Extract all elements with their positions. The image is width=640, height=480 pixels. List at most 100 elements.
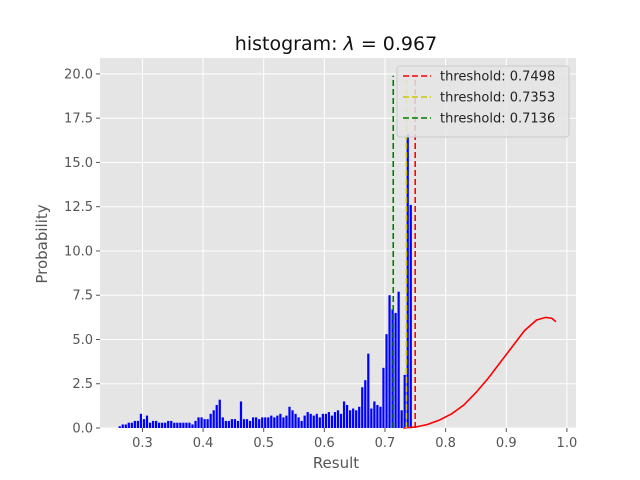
histogram-bar: [148, 422, 152, 428]
histogram-bar: [230, 419, 234, 428]
x-tick-label: 0.9: [496, 436, 517, 451]
y-axis-ticks: 0.0 2.5 5.0 7.5 10.0 12.5 15.0 17.5 20.0: [64, 67, 100, 437]
histogram-bar: [312, 415, 315, 428]
y-tick-label: 0.0: [72, 422, 93, 437]
histogram-bar: [336, 410, 340, 428]
y-tick-label: 12.5: [64, 200, 93, 215]
title-prefix: histogram:: [235, 33, 344, 55]
histogram-bar: [358, 406, 361, 428]
histogram-bar: [224, 420, 227, 428]
legend-label: threshold: 0.7136: [440, 112, 555, 127]
y-tick-label: 15.0: [64, 156, 93, 171]
histogram-bar: [221, 417, 224, 428]
histogram-bar: [333, 412, 337, 428]
histogram-bar: [297, 417, 300, 428]
histogram-bar: [139, 413, 143, 428]
histogram-bar: [300, 420, 303, 428]
histogram-bar: [118, 426, 121, 428]
histogram-bar: [355, 410, 358, 428]
histogram-bar: [121, 424, 124, 428]
histogram-bar: [248, 420, 252, 428]
histogram-bar: [236, 420, 240, 428]
histogram-bar: [251, 417, 255, 428]
histogram-bar: [324, 413, 327, 428]
histogram-bar: [306, 412, 309, 428]
histogram-bar: [158, 422, 161, 428]
histogram-bar: [330, 415, 334, 428]
x-tick-label: 0.4: [193, 436, 214, 451]
y-tick-label: 20.0: [64, 67, 93, 82]
histogram-bar: [264, 417, 267, 428]
histogram-bar: [188, 422, 191, 428]
histogram-bar: [276, 415, 279, 428]
histogram-bar: [270, 415, 273, 428]
histogram-bar: [303, 415, 306, 428]
fit-curve: [403, 316, 557, 429]
histogram-bar: [182, 422, 185, 428]
histogram-bar: [294, 413, 297, 428]
histogram-bar: [142, 419, 146, 428]
x-axis-ticks: 0.3 0.4 0.5 0.6 0.7 0.8 0.9 1.0: [132, 428, 577, 451]
title-suffix: = 0.967: [355, 33, 437, 55]
x-tick-label: 0.3: [132, 436, 153, 451]
histogram-bar: [133, 420, 136, 428]
y-axis-label: Probability: [33, 204, 51, 283]
histogram-bar: [282, 417, 285, 428]
y-tick-label: 7.5: [72, 289, 93, 304]
histogram-bar: [203, 419, 206, 428]
histogram-bar: [206, 419, 209, 428]
legend: threshold: 0.7498 threshold: 0.7353 thresh…: [396, 65, 570, 138]
y-tick-label: 17.5: [64, 112, 93, 127]
histogram-bar: [376, 404, 379, 428]
histogram-bar: [209, 413, 212, 428]
histogram-bar: [200, 417, 203, 428]
histogram-bar: [161, 422, 164, 428]
histogram-bar: [361, 387, 364, 428]
histogram-bar: [318, 417, 321, 428]
x-tick-label: 0.7: [375, 436, 396, 451]
histogram-bar: [403, 374, 406, 428]
histogram-bars: [118, 134, 412, 429]
histogram-bar: [342, 401, 346, 428]
histogram-bar: [176, 422, 179, 428]
histogram-bar: [373, 401, 376, 428]
y-tick-label: 10.0: [64, 244, 93, 259]
histogram-bar: [215, 404, 218, 428]
histogram-bar: [127, 422, 130, 428]
histogram-bar: [218, 399, 221, 428]
histogram-bar: [194, 420, 197, 428]
y-tick-label: 2.5: [72, 377, 93, 392]
histogram-bar: [185, 422, 188, 428]
histogram-bar: [130, 422, 133, 428]
histogram-bar: [167, 420, 170, 428]
histogram-bar: [385, 334, 388, 428]
histogram-bar: [151, 420, 155, 428]
histogram-bar: [339, 413, 343, 428]
histogram-bar: [382, 367, 385, 428]
histogram-bar: [388, 295, 391, 428]
histogram-bar: [124, 424, 127, 428]
histogram-bar: [255, 417, 258, 428]
histogram-bar: [261, 417, 264, 428]
x-tick-label: 0.6: [314, 436, 335, 451]
histogram-bar: [258, 419, 261, 428]
histogram-bar: [309, 413, 312, 428]
histogram-bar: [288, 406, 291, 428]
histogram-bar: [245, 419, 249, 428]
legend-box: [396, 65, 570, 138]
histogram-bar: [239, 401, 243, 428]
histogram-bar: [173, 422, 176, 428]
histogram-bar: [273, 417, 276, 428]
histogram-bar: [179, 422, 182, 428]
histogram-bar: [267, 417, 270, 428]
histogram-bar: [212, 410, 215, 428]
histogram-bar: [349, 410, 352, 428]
x-tick-label: 1.0: [557, 436, 578, 451]
histogram-bar: [227, 420, 230, 428]
histogram-bar: [364, 380, 367, 428]
histogram-bar: [397, 291, 400, 428]
histogram-bar: [370, 408, 373, 428]
histogram-bar: [379, 406, 382, 428]
x-tick-label: 0.8: [435, 436, 456, 451]
